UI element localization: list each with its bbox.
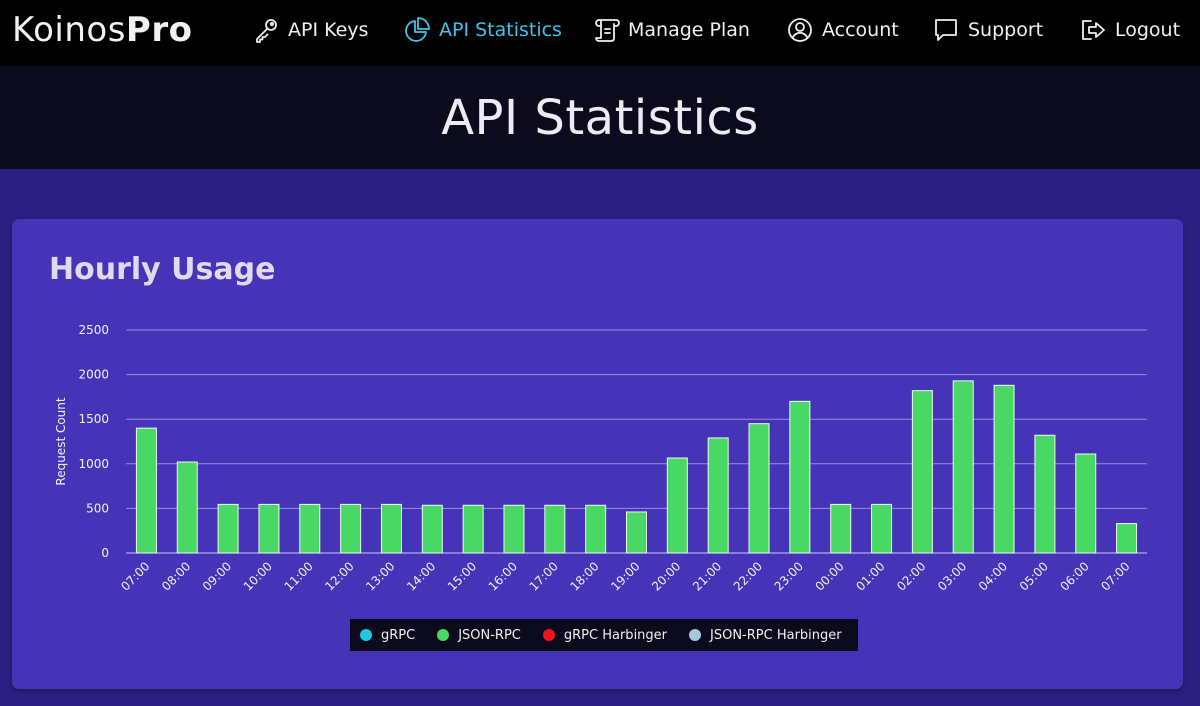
bar: [299, 503, 321, 554]
legend-label: JSON-RPC Harbinger: [710, 627, 842, 643]
nav-manage-plan-label: Manage Plan: [628, 19, 750, 41]
x-tick-label: 07:00: [118, 559, 152, 593]
scroll-icon: [595, 19, 620, 42]
bar: [871, 503, 893, 554]
nav-api-statistics[interactable]: API Statistics: [403, 12, 562, 48]
legend-item[interactable]: JSON-RPC: [437, 628, 521, 643]
top-navbar: KoinosPro API Keys API Statistics Manage…: [0, 0, 1200, 66]
legend-item[interactable]: JSON-RPC Harbinger: [689, 628, 842, 643]
bar: [789, 400, 811, 554]
bar: [666, 457, 688, 554]
bar: [217, 503, 239, 554]
x-tick-label: 11:00: [282, 559, 316, 593]
legend-label: gRPC Harbinger: [563, 627, 668, 643]
bar: [585, 504, 607, 554]
x-tick-label: 13:00: [363, 559, 397, 593]
legend-label: gRPC: [381, 627, 416, 643]
bar: [421, 504, 443, 554]
x-tick-label: 10:00: [241, 559, 275, 593]
bar: [707, 437, 729, 554]
x-tick-label: 08:00: [159, 559, 193, 593]
nav-account-label: Account: [822, 19, 899, 41]
nav-api-statistics-label: API Statistics: [439, 19, 562, 41]
brand-name: Koinos: [12, 10, 126, 50]
x-tick-label: 00:00: [812, 559, 846, 593]
x-tick-label: 04:00: [976, 559, 1010, 593]
y-tick-label: 1500: [78, 412, 109, 426]
bar: [830, 503, 852, 554]
bar: [258, 503, 280, 554]
bar: [952, 380, 974, 554]
legend-swatch: [689, 629, 702, 641]
hourly-usage-card: Hourly Usage 0 500 1000 1500 2000 2500 Request…: [12, 219, 1183, 689]
bar: [380, 503, 402, 554]
bar: [626, 511, 647, 554]
y-tick-label: 0: [101, 546, 109, 560]
bar: [748, 423, 770, 554]
page-title: API Statistics: [441, 89, 759, 146]
bar: [544, 504, 566, 554]
legend-swatch: [437, 629, 450, 641]
user-circle-icon: [788, 18, 812, 42]
x-tick-label: 02:00: [894, 559, 928, 593]
bar: [340, 503, 362, 554]
nav-api-keys-label: API Keys: [288, 19, 369, 41]
x-tick-label: 17:00: [527, 559, 561, 593]
nav-api-keys[interactable]: API Keys: [252, 12, 368, 48]
pie-chart-icon: [405, 17, 430, 42]
x-tick-label: 07:00: [1098, 559, 1132, 593]
x-tick-label: 20:00: [649, 559, 683, 593]
x-tick-label: 18:00: [567, 559, 601, 593]
y-tick-label: 500: [86, 501, 109, 515]
bar: [503, 504, 525, 554]
page-header: API Statistics: [0, 66, 1200, 169]
x-tick-label: 01:00: [853, 559, 887, 593]
legend-swatch: [542, 629, 555, 641]
bar: [1034, 434, 1056, 554]
x-tick-label: 23:00: [772, 559, 806, 593]
x-tick-label: 03:00: [935, 559, 969, 593]
bar: [1116, 523, 1138, 554]
legend-label: JSON-RPC: [458, 627, 521, 643]
legend-item[interactable]: gRPC Harbinger: [542, 627, 668, 643]
nav-support[interactable]: Support: [932, 12, 1043, 48]
logout-icon: [1082, 20, 1105, 40]
x-tick-label: 06:00: [1058, 559, 1092, 593]
x-tick-label: 14:00: [404, 559, 438, 593]
y-axis-label: Request Count: [54, 397, 68, 485]
x-tick-label: 21:00: [690, 559, 724, 593]
key-icon: [256, 19, 277, 43]
nav-logout-label: Logout: [1115, 19, 1181, 41]
bar: [993, 384, 1015, 554]
x-tick-label: 16:00: [486, 559, 520, 593]
bar: [135, 427, 157, 554]
nav-manage-plan[interactable]: Manage Plan: [592, 12, 750, 48]
bar: [1075, 453, 1097, 554]
bar: [176, 461, 198, 554]
x-tick-label: 19:00: [608, 559, 642, 593]
brand-suffix: Pro: [125, 10, 193, 50]
x-tick-label: 12:00: [322, 559, 356, 593]
x-tick-label: 05:00: [1017, 559, 1051, 593]
nav-account[interactable]: Account: [786, 12, 899, 48]
x-tick-label: 15:00: [445, 559, 479, 593]
x-tick-label: 22:00: [731, 559, 765, 593]
bar: [911, 390, 933, 554]
nav-support-label: Support: [968, 19, 1044, 41]
card-title: Hourly Usage: [49, 252, 276, 287]
bar: [462, 504, 484, 554]
nav-logout[interactable]: Logout: [1079, 12, 1180, 48]
x-tick-label: 09:00: [200, 559, 234, 593]
legend-item[interactable]: gRPC: [360, 628, 415, 643]
chart-legend: gRPC JSON-RPC gRPC Harbinger JSON-RPC Harbi…: [350, 619, 858, 651]
y-tick-label: 1000: [78, 457, 109, 471]
legend-swatch: [360, 629, 372, 641]
brand-logo[interactable]: KoinosPro: [12, 10, 192, 50]
chat-bubble-icon: [935, 19, 957, 41]
y-tick-label: 2000: [78, 368, 109, 382]
y-tick-label: 2500: [78, 323, 109, 337]
